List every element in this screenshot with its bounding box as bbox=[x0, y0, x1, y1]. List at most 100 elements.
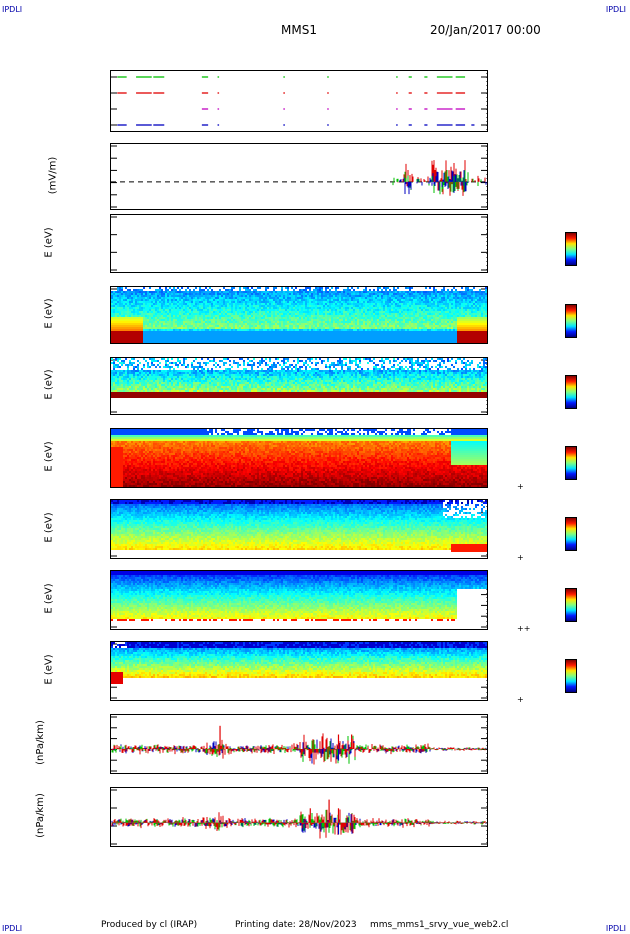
spectrogram-cell bbox=[335, 299, 337, 301]
spectrogram-cell bbox=[255, 309, 257, 311]
spectrogram-cell bbox=[421, 325, 423, 327]
spectrogram-cell bbox=[169, 325, 171, 327]
spectrogram-cell bbox=[429, 305, 431, 307]
spectrogram-cell bbox=[213, 327, 215, 329]
spectrogram-cell bbox=[331, 325, 333, 327]
spectrogram-cell bbox=[455, 323, 457, 325]
spectrogram-cell bbox=[373, 327, 375, 329]
spectrogram-cell bbox=[451, 331, 453, 333]
spectrogram-cell bbox=[117, 341, 119, 343]
spectrogram-cell bbox=[163, 327, 165, 329]
spectrogram-cell bbox=[337, 319, 339, 321]
spectrogram-cell bbox=[367, 333, 369, 335]
spectrogram-cell bbox=[191, 315, 193, 317]
spectrogram-cell bbox=[453, 317, 455, 319]
spectrogram-cell bbox=[293, 319, 295, 321]
spectrogram-cell bbox=[341, 317, 343, 319]
spectrogram-cell bbox=[313, 339, 315, 341]
spectrogram-cell bbox=[243, 317, 245, 319]
spectrogram-cell bbox=[305, 321, 307, 323]
spectrogram-cell bbox=[117, 315, 119, 317]
spectrogram-cell bbox=[177, 293, 179, 295]
spectrogram-cell bbox=[135, 289, 137, 291]
spectrogram-cell bbox=[397, 311, 399, 313]
spectrogram-cell bbox=[317, 333, 319, 335]
spectrogram-cell bbox=[313, 311, 315, 313]
spectrogram-cell bbox=[463, 319, 465, 321]
spectrogram-cell bbox=[345, 329, 347, 331]
spectrogram-cell bbox=[451, 291, 453, 293]
spectrogram-cell bbox=[139, 315, 141, 317]
spectrogram-cell bbox=[125, 311, 127, 313]
spectrogram-cell bbox=[405, 303, 407, 305]
spectrogram-cell bbox=[293, 337, 295, 339]
spectrogram-cell bbox=[355, 339, 357, 341]
spectrogram-cell bbox=[383, 291, 385, 293]
spectrogram-cell bbox=[425, 313, 427, 315]
spectrogram-cell bbox=[243, 319, 245, 321]
spectrogram-cell bbox=[451, 337, 453, 339]
spectrogram-cell bbox=[153, 307, 155, 309]
spectrogram-cell bbox=[429, 293, 431, 295]
spectrogram-cell bbox=[383, 333, 385, 335]
spectrogram-cell bbox=[417, 307, 419, 309]
spectrogram-cell bbox=[123, 303, 125, 305]
spectrogram-cell bbox=[293, 289, 295, 291]
spectrogram-cell bbox=[323, 339, 325, 341]
spectrogram-cell bbox=[153, 321, 155, 323]
spectrogram-cell bbox=[251, 319, 253, 321]
spectrogram-cell bbox=[273, 321, 275, 323]
spectrogram-cell bbox=[189, 337, 191, 339]
spectrogram-cell bbox=[217, 307, 219, 309]
spectrogram-cell bbox=[195, 315, 197, 317]
spectrogram-cell bbox=[209, 297, 211, 299]
spectrogram-cell bbox=[277, 303, 279, 305]
spectrogram-cell bbox=[409, 287, 411, 289]
spectrogram-cell bbox=[431, 293, 433, 295]
spectrogram-cell bbox=[245, 309, 247, 311]
spectrogram-cell bbox=[373, 331, 375, 333]
spectrogram-cell bbox=[315, 301, 317, 303]
spectrogram-cell bbox=[361, 325, 363, 327]
spectrogram-cell bbox=[211, 305, 213, 307]
spectrogram-cell bbox=[335, 325, 337, 327]
spectrogram-cell bbox=[269, 307, 271, 309]
spectrogram-cell bbox=[355, 325, 357, 327]
spectrogram-cell bbox=[451, 309, 453, 311]
spectrogram-cell bbox=[335, 339, 337, 341]
spectrogram-cell bbox=[141, 297, 143, 299]
spectrogram-cell bbox=[399, 297, 401, 299]
spectrogram-cell bbox=[167, 337, 169, 339]
spectrogram-cell bbox=[137, 325, 139, 327]
spectrogram-cell bbox=[339, 299, 341, 301]
spectrogram-cell bbox=[327, 295, 329, 297]
spectrogram-cell bbox=[213, 331, 215, 333]
spectrogram-cell bbox=[215, 325, 217, 327]
spectrogram-cell bbox=[281, 325, 283, 327]
spectrogram-cell bbox=[419, 315, 421, 317]
spectrogram-cell bbox=[423, 311, 425, 313]
spectrogram-cell bbox=[163, 291, 165, 293]
spectrogram-cell bbox=[137, 333, 139, 335]
spectrogram-cell bbox=[221, 333, 223, 335]
spectrogram-cell bbox=[177, 299, 179, 301]
spectrogram-cell bbox=[307, 291, 309, 293]
spectrogram-cell bbox=[253, 313, 255, 315]
spectrogram-cell bbox=[369, 307, 371, 309]
spectrogram-cell bbox=[235, 333, 237, 335]
spectrogram-cell bbox=[241, 307, 243, 309]
spectrogram-cell bbox=[235, 297, 237, 299]
spectrogram-cell bbox=[177, 323, 179, 325]
spectrogram-cell bbox=[145, 329, 147, 331]
spectrogram-cell bbox=[251, 323, 253, 325]
spectrogram-cell bbox=[175, 315, 177, 317]
spectrogram-cell bbox=[399, 339, 401, 341]
spectrogram-cell bbox=[143, 287, 145, 289]
spectrogram-cell bbox=[227, 329, 229, 331]
spectrogram-cell bbox=[119, 321, 121, 323]
spectrogram-cell bbox=[113, 327, 115, 329]
spectrogram-cell bbox=[247, 309, 249, 311]
spectrogram-cell bbox=[361, 333, 363, 335]
spectrogram-cell bbox=[393, 291, 395, 293]
spectrogram-cell bbox=[457, 327, 459, 329]
